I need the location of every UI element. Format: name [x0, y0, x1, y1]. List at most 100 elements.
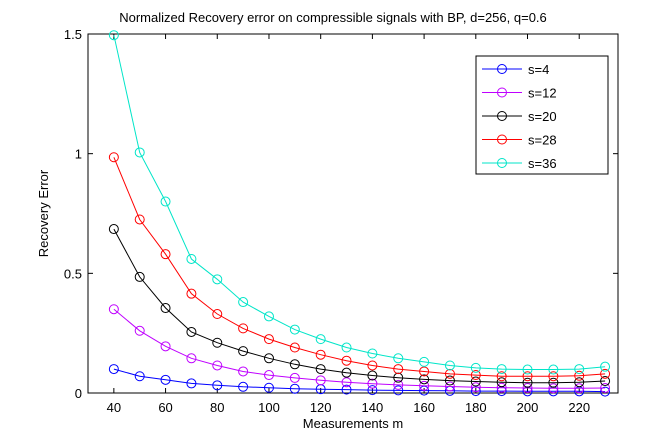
data-point	[341, 377, 352, 388]
series-s-4	[108, 364, 611, 397]
data-point	[444, 360, 455, 371]
data-point	[289, 359, 300, 370]
data-point	[160, 196, 171, 207]
data-point	[134, 147, 145, 158]
data-point	[496, 371, 507, 382]
data-point	[289, 342, 300, 353]
legend-marker	[497, 64, 507, 74]
legend-label: s=20	[528, 109, 557, 124]
x-tick-label: 60	[158, 400, 172, 415]
data-point	[212, 309, 223, 320]
data-point	[393, 385, 404, 396]
data-point	[600, 376, 611, 387]
data-point	[108, 304, 119, 315]
chart-title: Normalized Recovery error on compressibl…	[119, 10, 547, 25]
data-point	[212, 380, 223, 391]
data-point	[263, 370, 274, 381]
data-point	[238, 346, 249, 357]
x-tick-label: 120	[310, 400, 332, 415]
legend-label: s=12	[528, 86, 557, 101]
x-axis: 40 60 80 100 120 140 160 180 200 220	[107, 34, 590, 415]
data-point	[108, 30, 119, 41]
data-point	[134, 325, 145, 336]
data-point	[186, 378, 197, 389]
data-point	[574, 377, 585, 388]
data-point	[444, 368, 455, 379]
legend-marker	[497, 158, 507, 168]
data-point	[444, 375, 455, 386]
x-tick-label: 100	[258, 400, 280, 415]
data-point	[419, 366, 430, 377]
x-tick-label: 220	[568, 400, 590, 415]
legend-entry: s=4	[482, 62, 549, 77]
data-point	[212, 360, 223, 371]
data-point	[470, 370, 481, 381]
data-point	[341, 355, 352, 366]
legend-entry: s=36	[482, 156, 557, 171]
data-point	[341, 384, 352, 395]
data-point	[574, 383, 585, 394]
data-point	[186, 253, 197, 264]
data-point	[522, 382, 533, 393]
data-point	[470, 386, 481, 397]
series-s-36	[108, 30, 611, 375]
data-point	[160, 249, 171, 260]
data-point	[238, 381, 249, 392]
data-point	[186, 288, 197, 299]
data-point	[263, 353, 274, 364]
data-point	[574, 364, 585, 375]
legend-label: s=4	[528, 62, 549, 77]
legend-entry: s=20	[482, 109, 557, 124]
data-point	[238, 297, 249, 308]
data-point	[341, 342, 352, 353]
data-point	[238, 366, 249, 377]
data-point	[444, 381, 455, 392]
data-point	[496, 377, 507, 388]
data-point	[263, 311, 274, 322]
series-layer	[108, 30, 611, 397]
legend-marker	[497, 111, 507, 121]
data-point	[419, 374, 430, 385]
data-point	[548, 371, 559, 382]
y-tick-label: 0.5	[64, 266, 82, 281]
data-point	[160, 374, 171, 385]
data-point	[289, 372, 300, 383]
data-point	[393, 379, 404, 390]
series-s-28	[108, 152, 611, 382]
data-point	[393, 364, 404, 375]
x-tick-label: 160	[413, 400, 435, 415]
data-point	[496, 364, 507, 375]
data-point	[522, 377, 533, 388]
data-point	[419, 380, 430, 391]
y-axis: 0 0.5 1 1.5	[64, 27, 618, 401]
x-axis-label: Measurements m	[303, 416, 403, 431]
legend-label: s=28	[528, 133, 557, 148]
data-point	[600, 382, 611, 393]
x-tick-label: 40	[107, 400, 121, 415]
data-point	[548, 383, 559, 394]
data-point	[315, 375, 326, 386]
data-point	[600, 368, 611, 379]
data-point	[470, 362, 481, 373]
legend-entry: s=12	[482, 86, 557, 101]
data-point	[263, 382, 274, 393]
series-s-20	[108, 224, 611, 388]
legend-entry: s=28	[482, 133, 557, 148]
data-point	[470, 376, 481, 387]
legend: s=4 s=12 s=20 s=28 s=36	[475, 55, 609, 175]
data-point	[289, 324, 300, 335]
data-point	[522, 371, 533, 382]
x-tick-label: 180	[465, 400, 487, 415]
data-point	[470, 382, 481, 393]
data-point	[367, 385, 378, 396]
data-point	[134, 271, 145, 282]
data-point	[289, 383, 300, 394]
y-tick-label: 1	[75, 147, 82, 162]
data-point	[522, 364, 533, 375]
data-point	[600, 361, 611, 372]
data-point	[212, 274, 223, 285]
data-point	[315, 334, 326, 345]
data-point	[186, 326, 197, 337]
data-point	[367, 360, 378, 371]
legend-marker	[497, 87, 507, 98]
